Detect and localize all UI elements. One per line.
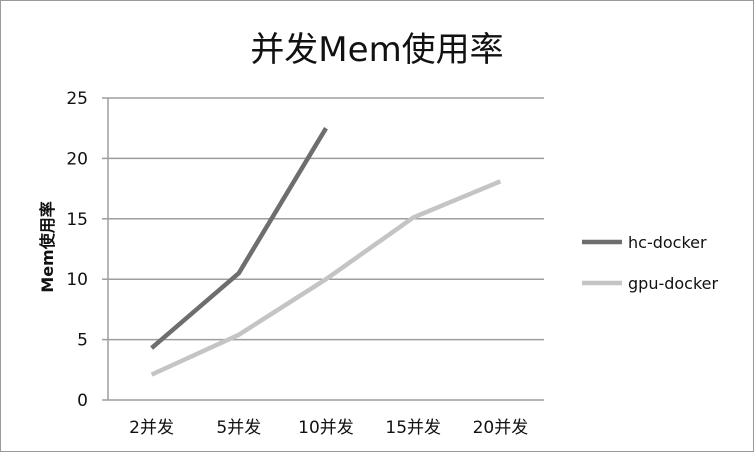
series-lines: [150, 127, 502, 377]
y-tick-label: 15: [66, 210, 88, 230]
x-tick-label: 20并发: [473, 418, 529, 438]
y-axis-label: Mem使用率: [38, 201, 57, 292]
gridlines: [102, 97, 544, 401]
y-tick-label: 20: [66, 149, 88, 169]
y-tick-label: 0: [77, 391, 88, 411]
chart-title: 并发Mem使用率: [250, 30, 503, 70]
y-tick-label: 25: [66, 89, 88, 109]
legend-label: hc-docker: [628, 233, 707, 252]
x-tick-label: 10并发: [298, 418, 354, 438]
y-tick-label: 5: [77, 331, 88, 351]
x-axis-ticks: 2并发 5并发 10并发 15并发 20并发: [129, 418, 528, 438]
legend-label: gpu-docker: [628, 274, 719, 293]
y-tick-label: 10: [66, 270, 88, 290]
legend: hc-docker gpu-docker: [582, 233, 719, 293]
series-line-gpu-docker: [150, 179, 502, 377]
y-axis-ticks: 0 5 10 15 20 25: [66, 89, 88, 411]
series-line-hc-docker: [150, 127, 328, 350]
x-tick-label: 5并发: [216, 418, 261, 438]
x-tick-label: 15并发: [385, 418, 441, 438]
x-tick-label: 2并发: [129, 418, 174, 438]
